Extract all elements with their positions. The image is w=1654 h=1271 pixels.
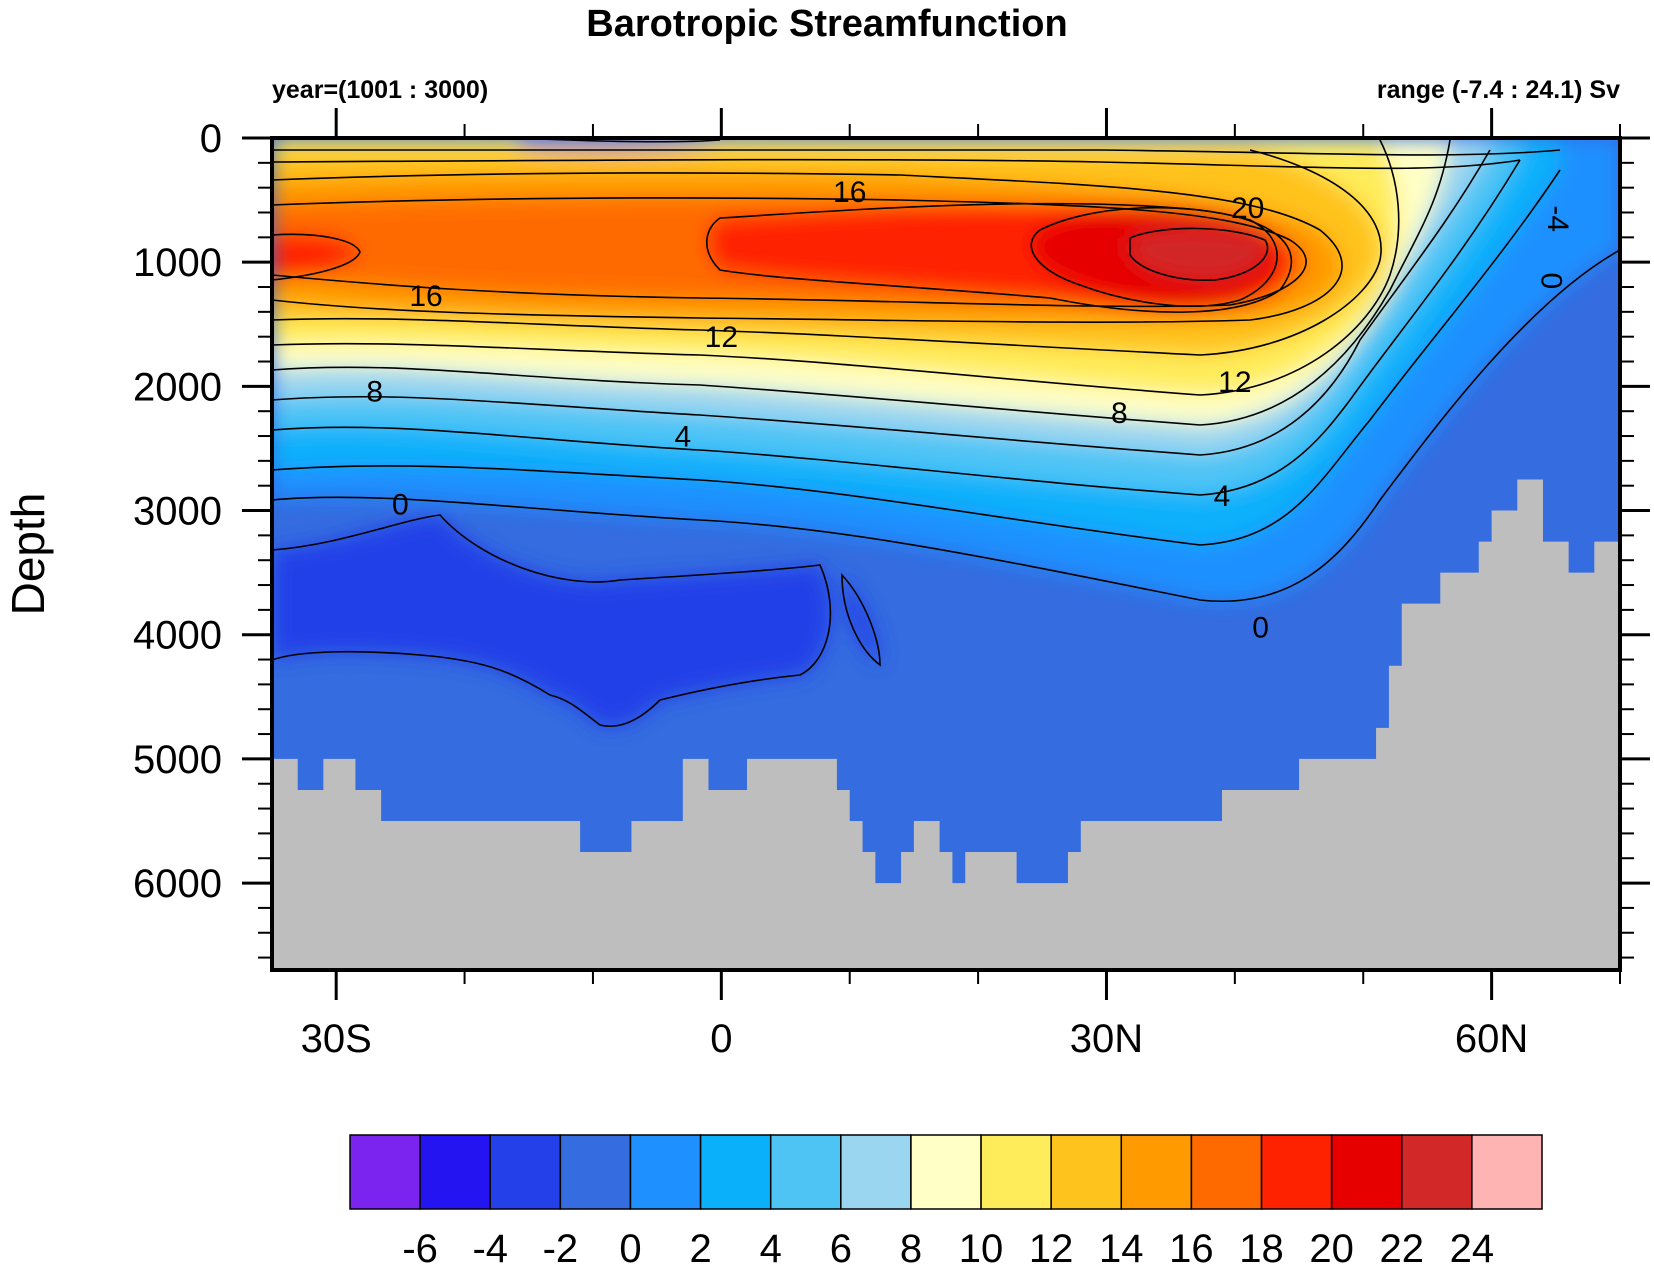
contour-line	[1129, 227, 1269, 281]
contour-line	[272, 139, 1451, 426]
contour-line	[841, 572, 881, 667]
colorbar-swatch	[1120, 1134, 1193, 1210]
left-subtitle: year=(1001 : 3000)	[272, 76, 488, 104]
contour-line	[272, 139, 1400, 396]
colorbar-label: 8	[900, 1227, 922, 1271]
colorbar: -6 -4 -2 0 2 4 6 8 10 12 14 16 18 20 22 24	[349, 1134, 1543, 1271]
contour-line	[272, 169, 1561, 546]
contour-line	[272, 149, 1491, 456]
y-axis-label: Depth	[2, 493, 54, 616]
colorbar-label: 24	[1450, 1227, 1495, 1271]
colorbar-swatch	[1401, 1134, 1473, 1210]
colorbar-label: 20	[1309, 1227, 1354, 1271]
contour-label: 20	[1231, 192, 1264, 225]
contour-line	[272, 197, 1307, 308]
colorbar-label: -6	[402, 1227, 438, 1271]
contour-line	[272, 159, 1521, 496]
colorbar-label: 12	[1029, 1227, 1074, 1271]
colorbar-label: 0	[619, 1227, 641, 1271]
band-crimson	[1130, 228, 1268, 281]
colorbar-swatch	[1190, 1134, 1263, 1210]
contour-label: 0	[392, 489, 409, 522]
contour-label: -4	[1541, 205, 1574, 232]
y-tick-label: 2000	[133, 365, 222, 409]
contour-label: 8	[366, 376, 383, 409]
contour-line	[272, 233, 361, 281]
colorbar-swatch	[840, 1134, 912, 1210]
contour-label: 4	[674, 420, 691, 453]
contour-line	[706, 202, 1293, 313]
x-tick-label: 0	[710, 1017, 732, 1061]
colorbar-label: -2	[543, 1227, 579, 1271]
plot-area: 16 20 16 12 12 8 8 4 4 0 0 -4 0	[272, 138, 1620, 970]
contour-label: 16	[833, 176, 866, 209]
contour-line	[272, 249, 1620, 602]
colorbar-swatch	[699, 1134, 772, 1210]
y-tick-label: 0	[200, 117, 222, 161]
contour-line	[272, 514, 832, 727]
bathymetry-land	[272, 479, 1620, 970]
colorbar-swatch	[910, 1134, 982, 1210]
colorbar-swatch	[1330, 1134, 1403, 1210]
contour-label: 0	[1534, 272, 1567, 289]
contour-line	[272, 149, 1382, 356]
colorbar-label: 4	[760, 1227, 782, 1271]
contour-label: 12	[705, 321, 738, 354]
x-tick-label: 30N	[1070, 1017, 1143, 1061]
colorbar-swatch	[419, 1134, 491, 1210]
colorbar-swatch	[489, 1134, 562, 1210]
y-tick-label: 6000	[133, 862, 222, 906]
contour-line	[1030, 206, 1278, 307]
chart-title: Barotropic Streamfunction	[586, 3, 1067, 45]
colorbar-swatch	[1260, 1134, 1333, 1210]
colorbar-label: 2	[689, 1227, 711, 1271]
colorbar-label: 10	[959, 1227, 1004, 1271]
contour-line	[272, 172, 1343, 323]
contour-label: 0	[1252, 612, 1269, 645]
y-tick-label: 3000	[133, 490, 222, 534]
colorbar-swatch	[1050, 1134, 1123, 1210]
colorbar-label: 6	[830, 1227, 852, 1271]
plot-frame	[270, 136, 1622, 972]
contour-labels: 16 20 16 12 12 8 8 4 4 0 0 -4 0	[366, 176, 1574, 645]
colorbar-swatch	[629, 1134, 702, 1210]
x-tick-label: 60N	[1455, 1017, 1528, 1061]
y-tick-label: 4000	[133, 614, 222, 658]
colorbar-swatch	[980, 1134, 1052, 1210]
colorbar-label: 16	[1169, 1227, 1214, 1271]
contour-lines	[272, 138, 1620, 727]
band-red	[272, 203, 1292, 313]
colorbar-swatch	[349, 1134, 421, 1210]
band-abyssal-negative	[272, 515, 880, 727]
y-tick-label: 5000	[133, 738, 222, 782]
colorbar-label: 14	[1099, 1227, 1144, 1271]
colorbar-label: 18	[1239, 1227, 1284, 1271]
contour-label: 12	[1218, 366, 1251, 399]
contour-line	[272, 158, 1521, 170]
colorbar-swatch	[559, 1134, 632, 1210]
colorbar-swatch	[1471, 1134, 1543, 1210]
x-axis: 30S 0 30N 60N	[301, 108, 1621, 1061]
contour-label: 4	[1214, 480, 1231, 513]
contour-label: 8	[1111, 397, 1128, 430]
y-tick-label: 1000	[133, 241, 222, 285]
colorbar-label: -4	[472, 1227, 508, 1271]
x-tick-label: 30S	[301, 1017, 372, 1061]
colorbar-swatch	[769, 1134, 842, 1210]
contour-label: 16	[409, 280, 442, 313]
right-subtitle: range (-7.4 : 24.1) Sv	[1377, 76, 1620, 104]
colorbar-label: 22	[1380, 1227, 1425, 1271]
